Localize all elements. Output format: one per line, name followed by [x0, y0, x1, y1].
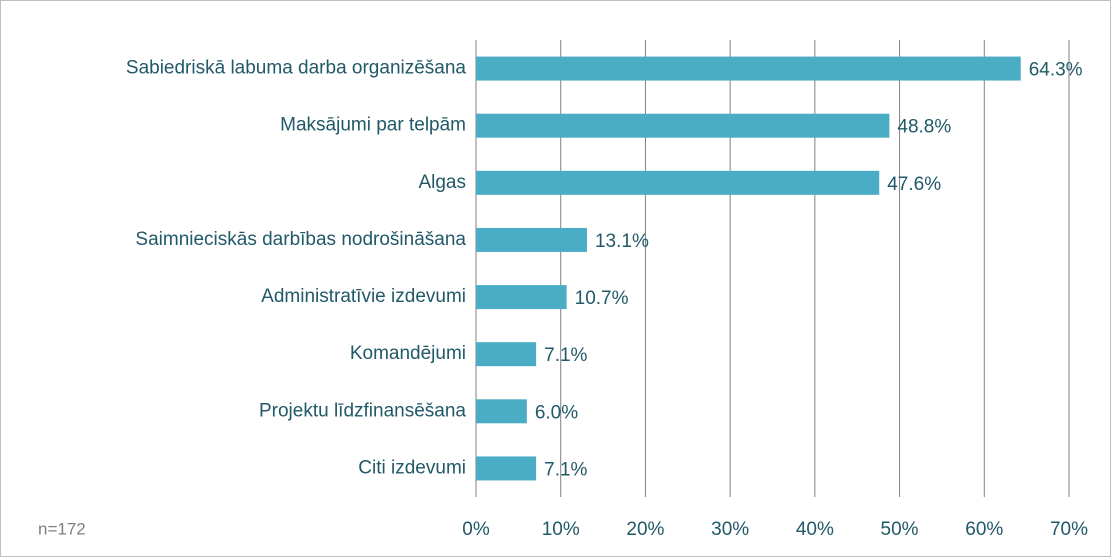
- value-label: 7.1%: [544, 345, 587, 366]
- bar: [476, 170, 880, 195]
- value-label: 13.1%: [595, 231, 649, 252]
- x-tick-label: 50%: [881, 519, 919, 540]
- x-tick-label: 20%: [626, 519, 664, 540]
- bar: [476, 227, 587, 252]
- bar: [476, 56, 1021, 81]
- y-tick-label: Sabiedriskā labuma darba organizēšana: [126, 58, 467, 79]
- x-tick-label: 60%: [965, 519, 1003, 540]
- bar: [476, 399, 527, 424]
- value-label: 47.6%: [887, 174, 941, 195]
- bar: [476, 285, 567, 310]
- x-tick-label: 70%: [1050, 519, 1088, 540]
- x-tick-label: 30%: [711, 519, 749, 540]
- y-tick-label: Citi izdevumi: [358, 457, 466, 478]
- y-tick-label: Saimnieciskās darbības nodrošināšana: [135, 229, 466, 250]
- bar: [476, 456, 537, 481]
- y-tick-label: Algas: [418, 172, 466, 193]
- value-label: 64.3%: [1029, 60, 1083, 81]
- value-label: 6.0%: [535, 402, 578, 423]
- bar: [476, 342, 537, 367]
- value-label: 48.8%: [897, 117, 951, 138]
- x-tick-label: 10%: [542, 519, 580, 540]
- x-tick-label: 0%: [462, 519, 490, 540]
- value-label: 10.7%: [575, 288, 629, 309]
- y-tick-label: Komandējumi: [350, 343, 466, 364]
- bar: [476, 113, 890, 138]
- y-tick-label: Maksājumi par telpām: [280, 115, 466, 136]
- value-label: 7.1%: [544, 459, 587, 480]
- annotation: n=172: [38, 519, 86, 538]
- x-tick-label: 40%: [796, 519, 834, 540]
- y-tick-label: Administratīvie izdevumi: [261, 286, 466, 307]
- y-tick-label: Projektu līdzfinansēšana: [259, 400, 466, 421]
